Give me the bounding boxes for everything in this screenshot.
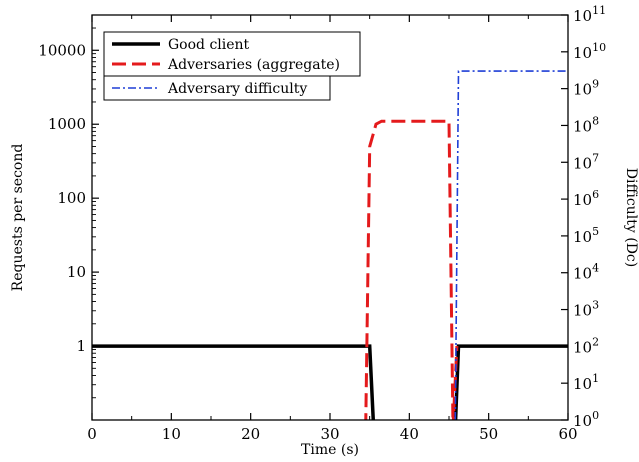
y-right-tick-label: 1010 [573, 41, 606, 62]
y-right-tick-label: 100 [573, 409, 599, 430]
y-right-tick-label: 106 [573, 188, 599, 209]
y-left-tick-label: 1000 [48, 115, 86, 133]
y-right-tick-label: 102 [573, 335, 599, 356]
y-left-tick-label: 100 [57, 189, 86, 207]
y-right-tick-label: 104 [573, 262, 599, 283]
x-tick-label: 40 [400, 425, 419, 443]
series-layer [92, 70, 568, 420]
legend-box [103, 31, 361, 77]
y-right-axis: 100 101 102 103 104 105 106 107 108 109 1010 1011 [561, 4, 606, 430]
y-right-tick-label: 107 [573, 151, 599, 172]
y-right-tick-label: 109 [573, 78, 599, 99]
x-tick-label: 20 [241, 425, 260, 443]
legend-box-right-axis [103, 75, 331, 101]
y-left-tick-label: 1 [76, 337, 86, 355]
x-tick-label: 10 [162, 425, 181, 443]
legend-label-1: Good client [168, 37, 250, 53]
x-axis: 0 10 20 30 40 50 60 [87, 15, 578, 443]
y-left-axis: 1 10 100 1000 10000 [38, 27, 99, 399]
x-axis-label: Time (s) [301, 442, 359, 458]
x-tick-label: 30 [320, 425, 339, 443]
legend-label-3: Adversary difficulty [167, 81, 307, 97]
y-left-tick-label: 10000 [38, 41, 86, 59]
legend: Good client Adversaries (aggregate) Advers… [103, 31, 361, 101]
y-right-tick-label: 103 [573, 299, 599, 320]
series-line-2 [364, 119, 459, 420]
x-tick-label: 50 [479, 425, 498, 443]
y-right-tick-label: 101 [573, 372, 599, 393]
x-tick-label: 0 [87, 425, 97, 443]
legend-label-2: Adversaries (aggregate) [167, 57, 340, 73]
y-left-tick-label: 10 [67, 263, 86, 281]
y-right-tick-label: 108 [573, 114, 599, 135]
y-right-axis-label: Difficulty (Dc) [623, 168, 639, 267]
y-left-axis-label: Requests per second [10, 144, 26, 292]
series-line-1 [92, 344, 568, 420]
y-right-tick-label: 105 [573, 225, 599, 246]
y-right-tick-label: 1011 [573, 4, 606, 25]
series-line-3 [454, 70, 568, 420]
x-tick-label: 60 [558, 425, 577, 443]
